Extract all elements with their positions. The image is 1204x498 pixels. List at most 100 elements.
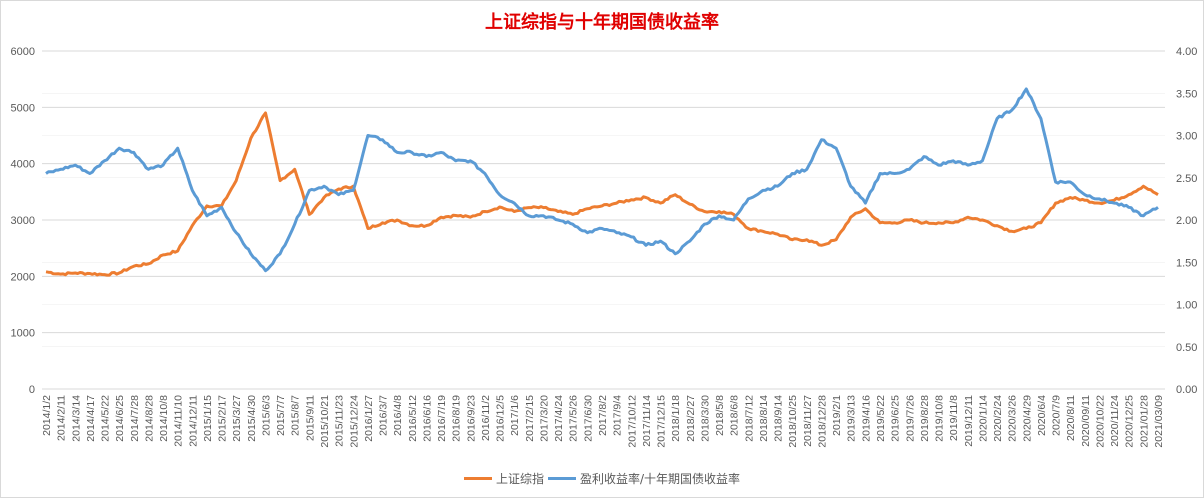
x-tick-label: 2018/2/27 <box>685 395 697 442</box>
x-tick-label: 2016/5/12 <box>407 395 419 442</box>
x-tick-label: 2014/10/8 <box>158 395 170 442</box>
x-tick-label: 2018/11/27 <box>802 395 814 447</box>
x-tick-label: 2017/2/15 <box>524 395 536 442</box>
x-tick-label: 2016/1/27 <box>363 395 375 442</box>
x-tick-label: 2016/9/23 <box>465 395 477 442</box>
x-tick-label: 2014/11/10 <box>173 395 185 447</box>
left-tick-label: 3000 <box>11 215 35 227</box>
left-tick-label: 0 <box>29 384 35 396</box>
x-tick-label: 2020/7/9 <box>1051 395 1063 436</box>
x-tick-label: 2019/11/8 <box>948 395 960 441</box>
x-tick-label: 2019/5/22 <box>875 395 887 442</box>
x-tick-label: 2019/2/1 <box>831 395 843 436</box>
x-tick-label: 2016/6/16 <box>421 395 433 442</box>
x-tick-label: 2016/12/5 <box>495 395 507 442</box>
right-tick-label: 2.00 <box>1176 215 1197 227</box>
x-tick-label: 2016/4/8 <box>392 395 404 436</box>
x-tick-label: 2015/11/23 <box>334 395 346 447</box>
x-tick-label: 2020/09/11 <box>1080 395 1092 447</box>
legend-swatch-orange <box>463 477 492 480</box>
x-tick-label: 2021/03/09 <box>1153 395 1165 448</box>
x-tick-label: 2018/10/25 <box>787 395 799 448</box>
x-tick-label: 2019/12/11 <box>963 395 975 447</box>
x-tick-label: 2015/7/7 <box>275 395 287 436</box>
x-tick-label: 2018/8/14 <box>758 395 770 442</box>
right-tick-label: 3.00 <box>1176 131 1197 143</box>
x-tick-label: 2015/6/3 <box>260 395 272 436</box>
left-tick-label: 6000 <box>11 46 35 58</box>
x-tick-label: 2020/10/22 <box>1094 395 1106 448</box>
x-tick-label: 2017/9/4 <box>612 395 624 436</box>
x-tick-label: 2015/8/7 <box>290 395 302 436</box>
left-tick-label: 1000 <box>11 328 35 340</box>
x-tick-label: 2019/3/13 <box>846 395 858 442</box>
right-y-axis: 0.00 0.50 1.00 1.50 2.00 2.50 3.00 3.50 4.00 <box>1176 46 1197 396</box>
x-tick-label: 2015/9/11 <box>304 395 316 441</box>
x-tick-label: 2019/10/8 <box>934 395 946 442</box>
x-tick-label: 2020/2/24 <box>992 395 1004 442</box>
legend: 上证综指 盈利收益率/十年期国债收益率 <box>0 470 1204 487</box>
x-tick-label: 2015/1/15 <box>202 395 214 442</box>
left-y-axis: 0 1000 2000 3000 4000 5000 6000 <box>11 46 35 396</box>
x-tick-label: 2018/5/8 <box>714 395 726 436</box>
x-axis: 2014/1/2 2014/2/11 2014/3/14 2014/4/17 2014/… <box>41 395 1165 448</box>
x-tick-label: 2018/9/14 <box>773 395 785 442</box>
legend-item-sse: 上证综指 <box>463 470 544 487</box>
x-tick-label: 2019/7/26 <box>904 395 916 442</box>
x-tick-label: 2020/1/14 <box>977 395 989 442</box>
x-tick-label: 2017/5/26 <box>568 395 580 442</box>
series-line <box>45 87 1159 273</box>
legend-label: 上证综指 <box>495 472 544 486</box>
legend-label: 盈利收益率/十年期国债收益率 <box>579 472 741 486</box>
x-tick-label: 2014/5/22 <box>100 395 112 442</box>
x-tick-label: 2014/1/2 <box>41 395 53 436</box>
x-tick-label: 2018/6/8 <box>729 395 741 436</box>
x-tick-label: 2016/8/19 <box>451 395 463 442</box>
x-tick-label: 2017/3/20 <box>538 395 550 442</box>
x-tick-label: 2018/3/30 <box>699 395 711 442</box>
x-tick-label: 2014/8/28 <box>143 395 155 442</box>
x-tick-label: 2015/2/17 <box>217 395 229 442</box>
legend-item-ratio: 盈利收益率/十年期国债收益率 <box>547 470 741 487</box>
x-tick-label: 2014/3/14 <box>70 395 82 442</box>
gridlines <box>42 50 1165 390</box>
right-tick-label: 3.50 <box>1176 88 1197 100</box>
x-tick-label: 2014/4/17 <box>85 395 97 442</box>
x-tick-label: 2020/3/26 <box>1007 395 1019 442</box>
left-tick-label: 2000 <box>11 271 35 283</box>
x-tick-label: 2017/12/15 <box>656 395 668 448</box>
right-tick-label: 2.50 <box>1176 173 1197 185</box>
x-tick-label: 2014/12/11 <box>187 395 199 447</box>
x-tick-label: 2017/1/6 <box>509 395 521 436</box>
right-tick-label: 0.00 <box>1176 384 1197 396</box>
x-tick-label: 2014/2/11 <box>56 395 68 441</box>
x-tick-label: 2021/01/28 <box>1138 395 1150 448</box>
x-tick-label: 2018/12/28 <box>816 395 828 448</box>
x-tick-label: 2017/8/2 <box>597 395 609 436</box>
right-tick-label: 1.00 <box>1176 300 1197 312</box>
x-tick-label: 2014/7/28 <box>129 395 141 442</box>
right-tick-label: 0.50 <box>1176 342 1197 354</box>
x-tick-label: 2020/12/25 <box>1124 395 1136 448</box>
x-tick-label: 2018/1/18 <box>670 395 682 442</box>
right-tick-label: 4.00 <box>1176 46 1197 58</box>
x-tick-label: 2014/6/25 <box>114 395 126 442</box>
right-tick-label: 1.50 <box>1176 257 1197 269</box>
x-tick-label: 2020/6/4 <box>1036 395 1048 436</box>
x-tick-label: 2017/4/24 <box>553 395 565 442</box>
x-tick-label: 2015/10/21 <box>319 395 331 448</box>
x-tick-label: 2019/8/28 <box>919 395 931 442</box>
x-tick-label: 2015/4/30 <box>246 395 258 442</box>
legend-swatch-blue <box>547 477 576 480</box>
x-tick-label: 2015/3/27 <box>231 395 243 442</box>
x-tick-label: 2016/3/7 <box>378 395 390 436</box>
x-tick-label: 2020/4/29 <box>1021 395 1033 442</box>
left-tick-label: 4000 <box>11 159 35 171</box>
left-tick-label: 5000 <box>11 102 35 114</box>
series-lines <box>45 87 1159 277</box>
x-tick-label: 2020/8/11 <box>1065 395 1077 441</box>
x-tick-label: 2015/12/24 <box>348 395 360 448</box>
x-tick-label: 2016/11/2 <box>480 395 492 441</box>
